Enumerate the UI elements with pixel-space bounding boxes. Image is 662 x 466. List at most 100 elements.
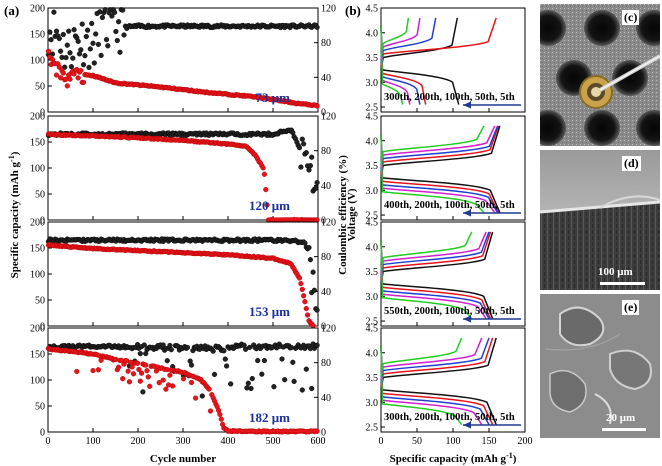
y-tick-label-left: 0: [40, 108, 45, 119]
cycle-order-label: 300th, 200th, 100th, 50th, 5th: [384, 412, 515, 423]
efficiency-point: [98, 52, 104, 59]
efficiency-point: [48, 37, 54, 43]
cycle-arrowhead: [463, 101, 471, 109]
efficiency-point: [311, 287, 318, 293]
capacity-point: [193, 395, 199, 401]
y-tick-label: 2.5: [366, 211, 379, 222]
efficiency-point: [221, 348, 227, 354]
capacity-point: [299, 286, 305, 293]
y-tick-label: 2.5: [366, 423, 379, 434]
capacity-point: [125, 368, 131, 374]
efficiency-point: [57, 48, 64, 54]
cycle-arrowhead: [463, 315, 471, 323]
efficiency-point: [140, 389, 146, 395]
discharge-curve-5th: [380, 133, 501, 213]
efficiency-point: [279, 356, 285, 362]
y-tick-label-right: 40: [321, 393, 331, 404]
capacity-point: [180, 376, 187, 382]
efficiency-point: [84, 27, 91, 33]
x-tick-label: 500: [266, 436, 281, 447]
efficiency-point: [80, 62, 87, 68]
y-tick-label-right: 80: [321, 146, 331, 157]
efficiency-point: [164, 358, 170, 364]
efficiency-point: [313, 185, 319, 191]
efficiency-point: [141, 342, 147, 348]
capacity-point: [45, 48, 52, 54]
efficiency-point: [105, 43, 111, 49]
charge-curve-300th: [380, 17, 410, 57]
charge-curve-200th: [380, 231, 487, 274]
voltage-plot-3: 2.5 3.0 3.5 4.0 4.5 550th, 200th, 100th, 50th…: [366, 218, 526, 328]
y-tick-label-right: 40: [321, 181, 331, 192]
panel-b-xlabel: Specific capacity (mAh g-1): [390, 451, 517, 465]
efficiency-point: [282, 377, 288, 383]
thickness-label: 120 μm: [249, 198, 290, 213]
y-tick-label-left: 100: [30, 270, 45, 281]
y-tick-label: 4.5: [366, 324, 379, 335]
y-tick-label-left: 200: [30, 324, 45, 335]
capacity-point: [136, 366, 142, 373]
charge-curve-50th: [380, 337, 494, 387]
efficiency-point: [249, 376, 255, 382]
capacity-point: [80, 79, 87, 86]
capacity-point: [301, 293, 307, 299]
capacity-point: [147, 383, 153, 389]
y-tick-label-left: 50: [35, 82, 45, 93]
y-tick-label: 3.0: [366, 292, 379, 303]
panel-e-sem: (e) 20 μm: [540, 294, 660, 438]
capacity-point: [217, 411, 223, 418]
efficiency-point: [64, 42, 70, 48]
y-tick-label: 4.0: [366, 28, 379, 39]
panel-e-label: (e): [622, 300, 640, 315]
y-tick-label-left: 150: [30, 244, 45, 255]
cycling-plot-1: 0 50 100 150 200 0 40 80 120 73 μm: [30, 4, 336, 119]
thickness-label: 73 μm: [256, 90, 291, 105]
x-tick-label: 300: [176, 436, 191, 447]
y-tick-label-left: 200: [30, 112, 45, 123]
y-tick-label: 4.0: [366, 242, 379, 253]
y-tick-label-left: 200: [30, 218, 45, 229]
capacity-point: [56, 64, 62, 70]
panel-d-label: (d): [622, 156, 641, 171]
charge-curve-50th: [380, 17, 497, 67]
efficiency-point: [117, 49, 123, 55]
discharge-curve-100th: [380, 345, 490, 425]
x-tick-label: 0: [379, 436, 384, 447]
efficiency-point: [245, 380, 251, 386]
efficiency-point: [306, 245, 312, 251]
y-tick-label-right: 0: [321, 322, 326, 333]
y-tick-label-right: 120: [321, 4, 336, 15]
efficiency-point: [314, 24, 320, 30]
y-tick-label-left: 50: [35, 296, 45, 307]
y-tick-label-left: 50: [35, 402, 45, 413]
efficiency-point: [93, 31, 99, 37]
charge-curve-100th: [380, 231, 490, 278]
charge-curve-400th: [380, 125, 485, 165]
y-tick-label: 4.0: [366, 348, 379, 359]
panel-d-scalebar-label: 100 μm: [598, 266, 633, 278]
panel-e-scalebar-label: 20 μm: [606, 412, 636, 424]
capacity-point: [90, 368, 96, 374]
discharge-curve-200th: [380, 133, 496, 214]
efficiency-point: [86, 64, 92, 71]
efficiency-point: [188, 362, 195, 368]
capacity-point: [60, 70, 66, 76]
capacity-point: [67, 76, 73, 82]
charge-curve-5th: [380, 17, 459, 71]
efficiency-point: [259, 371, 265, 377]
ylabel-left-main: Specific capacity (mAh g: [9, 161, 21, 278]
efficiency-point: [309, 154, 315, 160]
y-tick-label-left: 150: [30, 138, 45, 149]
efficiency-point: [63, 54, 69, 61]
efficiency-point: [247, 344, 253, 351]
efficiency-point: [121, 32, 127, 38]
efficiency-point: [271, 384, 277, 390]
efficiency-point: [102, 7, 108, 13]
efficiency-point: [114, 37, 120, 44]
capacity-point: [126, 379, 132, 385]
capacity-point: [95, 367, 102, 373]
x-tick-label: 200: [131, 436, 146, 447]
efficiency-point: [211, 371, 218, 378]
